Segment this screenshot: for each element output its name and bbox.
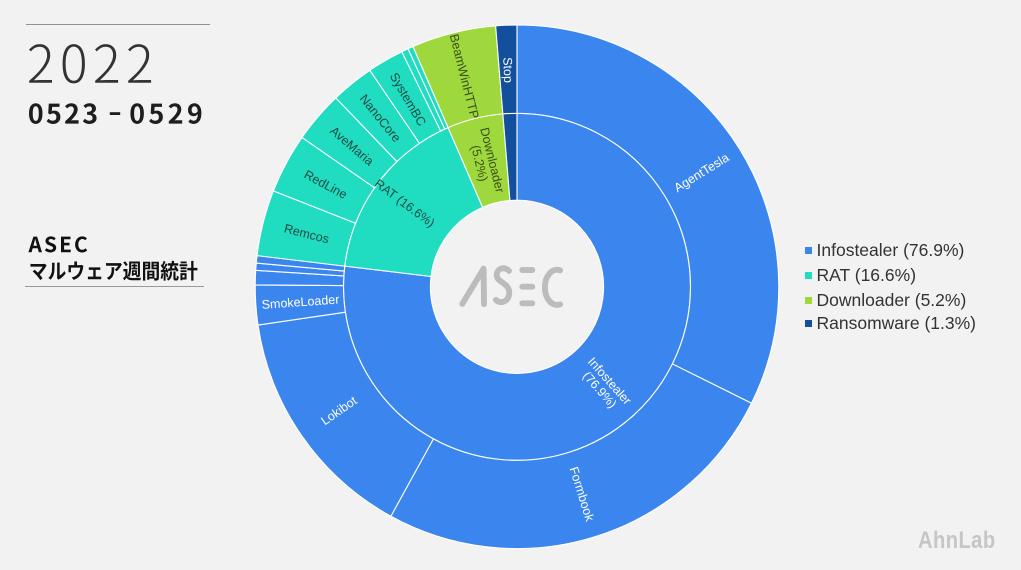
svg-text:Stop: Stop — [500, 57, 515, 83]
svg-text:SmokeLoader: SmokeLoader — [261, 293, 340, 312]
